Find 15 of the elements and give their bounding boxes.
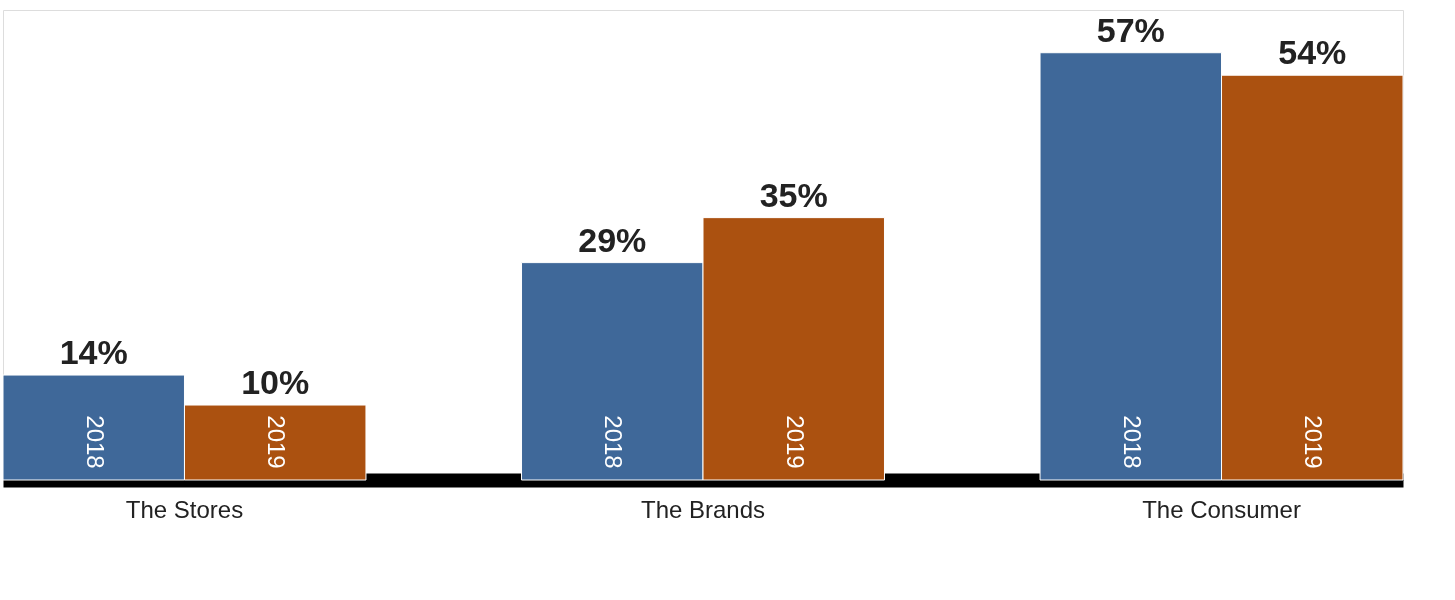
text: 2018 [600, 415, 628, 469]
data-label: 54% [1278, 33, 1347, 72]
data-label: 57% [1096, 10, 1165, 49]
text: 2019 [781, 415, 809, 469]
data-label: 14% [59, 333, 128, 372]
x-tick-label: The Stores [125, 495, 244, 523]
text: 2019 [1300, 415, 1328, 469]
data-label: 10% [241, 363, 310, 402]
x-tick-label: The Consumer [1142, 495, 1301, 523]
series-label: 2018 [81, 415, 109, 469]
data-label: 29% [578, 220, 647, 259]
series-label: 2019 [263, 415, 291, 469]
data-label: 35% [759, 175, 828, 214]
x-tick-label: The Brands [640, 495, 766, 523]
text: 2018 [1118, 415, 1146, 469]
